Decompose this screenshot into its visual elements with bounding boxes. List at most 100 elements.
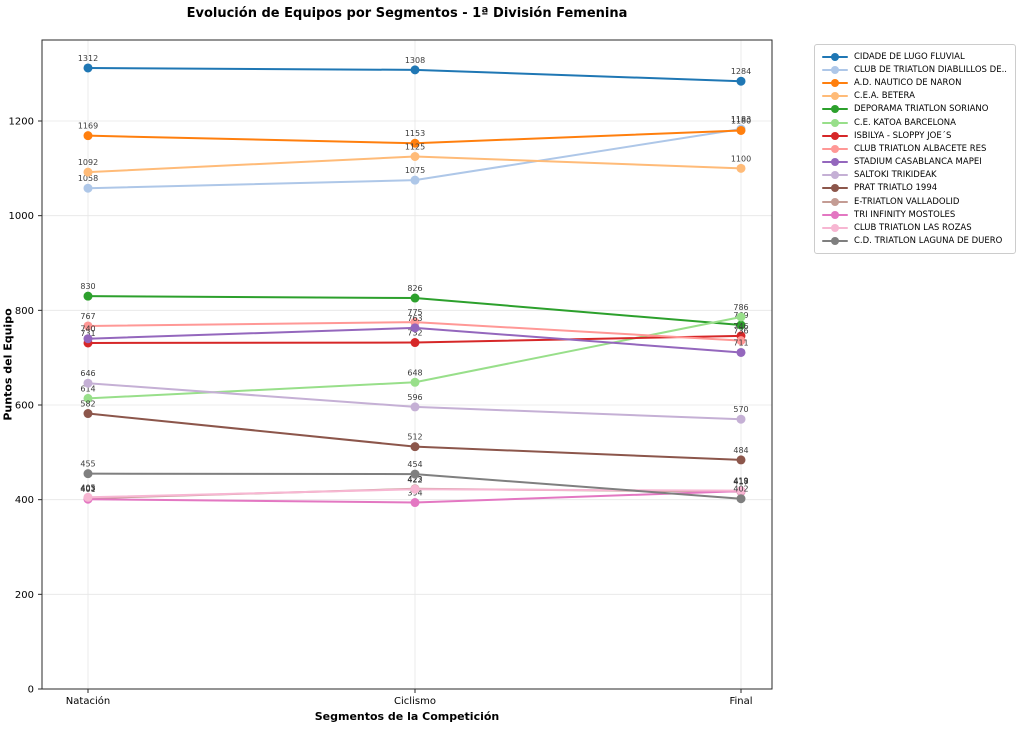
- point-value-label: 582: [80, 400, 95, 409]
- data-point: [83, 63, 93, 73]
- point-value-label: 1308: [405, 56, 425, 65]
- legend-label: CIDADE DE LUGO FLUVIAL: [854, 51, 965, 62]
- legend-label: A.D. NAUTICO DE NARON: [854, 77, 962, 88]
- y-tick-label: 200: [15, 590, 34, 601]
- y-tick-label: 400: [15, 495, 34, 506]
- legend-item: SALTOKI TRIKIDEAK: [822, 169, 1007, 182]
- point-value-label: 767: [80, 312, 95, 321]
- point-value-label: 740: [80, 325, 95, 334]
- chart-legend: CIDADE DE LUGO FLUVIAL CLUB DE TRIATLÓN D…: [814, 44, 1016, 254]
- data-point: [83, 492, 93, 502]
- point-value-label: 746: [733, 322, 748, 331]
- point-value-label: 405: [80, 483, 95, 492]
- legend-item: DEPORAMA TRIATLÓN SORIANO: [822, 103, 1007, 116]
- data-point: [410, 377, 420, 387]
- x-tick-label: Ciclismo: [394, 696, 436, 707]
- x-axis-label: Segmentos de la Competición: [314, 710, 500, 723]
- legend-item: CLUB TRIATLÓN ALBACETE RES: [822, 142, 1007, 155]
- data-point: [410, 442, 420, 452]
- data-point: [410, 484, 420, 494]
- data-point: [736, 312, 746, 322]
- x-tick-label: Final: [729, 696, 752, 707]
- data-point: [410, 402, 420, 412]
- point-value-label: 419: [733, 477, 748, 486]
- legend-label: STADIUM CASABLANCA MAPEI: [854, 157, 982, 168]
- data-point: [736, 336, 746, 346]
- legend-item: C.D. TRIATLÓN LAGUNA DE DUERO: [822, 235, 1007, 248]
- legend-label: CLUB TRIATLÓN ALBACETE RES: [854, 143, 987, 154]
- point-value-label: 423: [407, 475, 422, 484]
- legend-item: A.D. NAUTICO DE NARON: [822, 76, 1007, 89]
- y-tick-label: 800: [15, 306, 34, 317]
- point-value-label: 1058: [78, 174, 98, 183]
- legend-item: CLUB DE TRIATLÓN DIABLILLOS DE...: [822, 63, 1007, 76]
- point-value-label: 402: [733, 485, 748, 494]
- point-value-label: 732: [407, 329, 422, 338]
- point-value-label: 736: [733, 327, 748, 336]
- legend-line-marker-icon: [822, 197, 848, 207]
- data-point: [410, 138, 420, 148]
- legend-line-marker-icon: [822, 157, 848, 167]
- legend-line-marker-icon: [822, 183, 848, 193]
- point-value-label: 596: [407, 393, 422, 402]
- data-point: [83, 409, 93, 419]
- legend-item: CLUB TRIATLON LAS ROZAS: [822, 221, 1007, 234]
- legend-item: CIDADE DE LUGO FLUVIAL: [822, 50, 1007, 63]
- y-tick-label: 1000: [9, 211, 34, 222]
- point-value-label: 763: [407, 314, 422, 323]
- data-point: [736, 125, 746, 135]
- point-value-label: 455: [80, 460, 95, 469]
- data-point: [736, 414, 746, 424]
- point-value-label: 1180: [731, 116, 751, 125]
- legend-line-marker-icon: [822, 236, 848, 246]
- data-point: [410, 293, 420, 303]
- data-point: [83, 167, 93, 177]
- point-value-label: 1075: [405, 166, 425, 175]
- y-axis-label: Puntos del Equipo: [1, 308, 15, 421]
- data-point: [83, 291, 93, 301]
- point-value-label: 614: [80, 384, 95, 393]
- legend-item: ISBILYA - SLOPPY JOE´S: [822, 129, 1007, 142]
- y-tick-label: 600: [15, 401, 34, 412]
- legend-label: C.E. KATOA BARCELONA: [854, 117, 956, 128]
- legend-label: E-TRIATLÓN VALLADOLID: [854, 196, 960, 207]
- point-value-label: 775: [407, 308, 422, 317]
- legend-item: E-TRIATLÓN VALLADOLID: [822, 195, 1007, 208]
- data-point: [83, 334, 93, 344]
- point-value-label: 1092: [78, 158, 98, 167]
- legend-label: C.E.A. BETERA: [854, 91, 915, 102]
- legend-label: TRI INFINITY MÓSTOLES: [854, 209, 956, 220]
- legend-label: SALTOKI TRIKIDEAK: [854, 170, 937, 181]
- data-point: [410, 338, 420, 348]
- data-point: [83, 131, 93, 141]
- point-value-label: 1183: [731, 115, 751, 124]
- point-value-label: 1312: [78, 54, 98, 63]
- legend-item: STADIUM CASABLANCA MAPEI: [822, 156, 1007, 169]
- legend-line-marker-icon: [822, 210, 848, 220]
- point-value-label: 1100: [731, 154, 751, 163]
- point-value-label: 1169: [78, 122, 98, 131]
- y-tick-label: 1200: [9, 117, 34, 128]
- point-value-label: 1125: [405, 143, 425, 152]
- point-value-label: 401: [80, 485, 95, 494]
- data-point: [736, 347, 746, 357]
- legend-label: PRAT TRIATLO 1994: [854, 183, 938, 194]
- data-point: [736, 455, 746, 465]
- point-value-label: 570: [733, 405, 748, 414]
- legend-item: TRI INFINITY MÓSTOLES: [822, 208, 1007, 221]
- plot-border: [41, 39, 773, 690]
- point-value-label: 1284: [731, 67, 751, 76]
- point-value-label: 646: [80, 369, 95, 378]
- legend-line-marker-icon: [822, 144, 848, 154]
- legend-line-marker-icon: [822, 78, 848, 88]
- legend-label: ISBILYA - SLOPPY JOE´S: [854, 130, 952, 141]
- point-value-label: 731: [80, 329, 95, 338]
- point-value-label: 512: [407, 433, 422, 442]
- legend-line-marker-icon: [822, 65, 848, 75]
- point-value-label: 484: [733, 446, 748, 455]
- legend-line-marker-icon: [822, 104, 848, 114]
- point-value-label: 418: [733, 477, 748, 486]
- legend-label: CLUB TRIATLON LAS ROZAS: [854, 223, 972, 234]
- legend-line-marker-icon: [822, 52, 848, 62]
